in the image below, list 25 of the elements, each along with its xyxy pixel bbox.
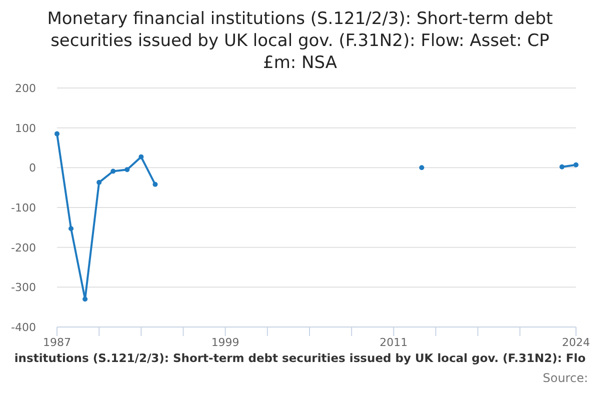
point (419, 165, 424, 170)
source-note: Source: (542, 371, 588, 385)
point (124, 167, 130, 172)
y-tick-label: 100 (15, 122, 36, 135)
point (82, 296, 88, 302)
x-tick-label: 1999 (211, 336, 240, 349)
point (138, 154, 144, 160)
point (54, 131, 60, 136)
point (96, 180, 102, 185)
chart-title: Monetary financial institutions (S.121/2/3): Short-term debt securities issued by UK local gov. (F.31N2): Flow: Asset: CP £m: NSA (47, 9, 554, 73)
y-tick-label: -200 (11, 241, 36, 254)
x-tick-label: 1987 (43, 336, 71, 349)
x-tick-label: 2024 (562, 336, 590, 349)
point (68, 226, 74, 232)
point (110, 168, 116, 174)
y-tick-label: -100 (11, 202, 36, 214)
text: institutions (S.121/2/3): Short-term debt securities issued by UK local gov. (F.31N2): Flo (14, 351, 586, 365)
point (559, 164, 564, 170)
y-tick-label: 0 (29, 162, 36, 175)
point (152, 182, 158, 187)
point (574, 162, 578, 168)
y-tick-label: -400 (11, 321, 36, 334)
y-tick-label: 200 (15, 82, 36, 95)
x-tick-label: 2011 (380, 336, 408, 349)
y-tick-label: -300 (11, 281, 36, 294)
